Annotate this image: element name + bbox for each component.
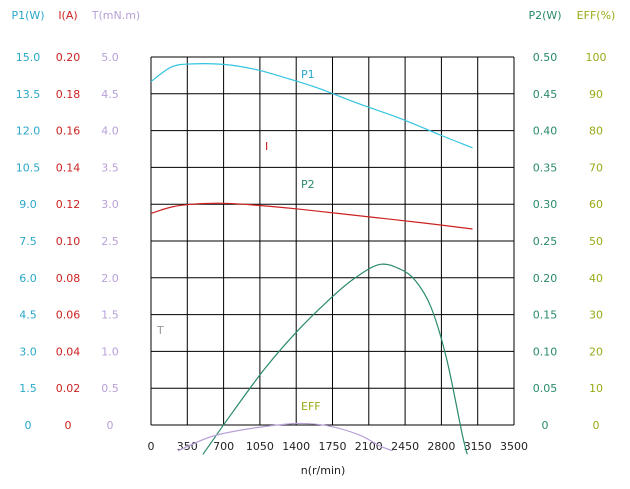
annotation-i: I	[265, 140, 268, 153]
right-axis-header: EFF(%)	[577, 9, 616, 22]
left-axis-tick: 0.02	[56, 382, 81, 395]
right-axis-tick: 0.15	[533, 309, 558, 322]
left-axis-tick: 10.5	[16, 161, 41, 174]
left-axis-tick: 15.0	[16, 51, 41, 64]
x-tick-label: 0	[148, 440, 155, 453]
right-axis-tick: 20	[589, 345, 603, 358]
series-line-i	[150, 202, 473, 230]
right-axis-tick: 0.25	[533, 235, 558, 248]
right-axis-tick: 0.35	[533, 161, 558, 174]
left-axis-tick: 5.0	[101, 51, 119, 64]
series-line-eff	[177, 422, 393, 452]
axis-tick-labels: 0 350 700 1050 1400 1750 2100 2450 2800 3150 3500P…	[11, 9, 615, 453]
series-line-p1	[150, 63, 473, 149]
right-axis-tick: 0	[593, 419, 600, 432]
left-axis-tick: 0.06	[56, 309, 81, 322]
left-axis-header: P1(W)	[11, 9, 44, 22]
left-axis-tick: 0.04	[56, 345, 81, 358]
annotation-t: T	[156, 324, 164, 337]
right-axis-tick: 60	[589, 198, 603, 211]
left-axis-tick: 3.5	[101, 161, 119, 174]
annotation-eff: EFF	[301, 400, 321, 413]
left-axis-tick: 4.5	[19, 309, 37, 322]
right-axis-tick: 10	[589, 382, 603, 395]
x-tick-label: 700	[213, 440, 234, 453]
left-axis-tick: 9.0	[19, 198, 37, 211]
right-axis-tick: 0.45	[533, 88, 558, 101]
left-axis-tick: 1.0	[101, 345, 119, 358]
left-axis-tick: 0.14	[56, 161, 81, 174]
right-axis-tick: 0.50	[533, 51, 558, 64]
left-axis-header: T(mN.m)	[91, 9, 140, 22]
right-axis-tick: 50	[589, 235, 603, 248]
x-tick-label: 2450	[391, 440, 419, 453]
left-axis-tick: 0.18	[56, 88, 81, 101]
left-axis-tick: 2.0	[101, 272, 119, 285]
annotation-p2: P2	[301, 178, 315, 191]
x-tick-label: 1050	[246, 440, 274, 453]
right-axis-header: P2(W)	[528, 9, 561, 22]
left-axis-tick: 12.0	[16, 125, 41, 138]
left-axis-tick: 0.10	[56, 235, 81, 248]
right-axis-tick: 80	[589, 125, 603, 138]
x-tick-label: 2100	[355, 440, 383, 453]
right-axis-tick: 0.10	[533, 345, 558, 358]
left-axis-tick: 13.5	[16, 88, 41, 101]
annotation-p1: P1	[301, 68, 315, 81]
left-axis-tick: 0	[65, 419, 72, 432]
right-axis-tick: 40	[589, 272, 603, 285]
left-axis-tick: 0	[25, 419, 32, 432]
left-axis-tick: 7.5	[19, 235, 37, 248]
right-axis-tick: 0.05	[533, 382, 558, 395]
right-axis-tick: 0	[542, 419, 549, 432]
right-axis-tick: 0.20	[533, 272, 558, 285]
x-tick-label: 3500	[500, 440, 528, 453]
left-axis-tick: 2.5	[101, 235, 119, 248]
x-tick-label: 3150	[464, 440, 492, 453]
x-tick-label: 1400	[282, 440, 310, 453]
left-axis-tick: 6.0	[19, 272, 37, 285]
x-axis-title: n(r/min)	[301, 464, 346, 477]
left-axis-tick: 1.5	[19, 382, 37, 395]
right-axis-tick: 0.30	[533, 198, 558, 211]
left-axis-tick: 3.0	[101, 198, 119, 211]
left-axis-tick: 0.5	[101, 382, 119, 395]
x-tick-label: 1750	[319, 440, 347, 453]
left-axis-header: I(A)	[58, 9, 77, 22]
left-axis-tick: 0.20	[56, 51, 81, 64]
right-axis-tick: 0.40	[533, 125, 558, 138]
right-axis-tick: 100	[586, 51, 607, 64]
grid	[150, 56, 515, 426]
right-axis-tick: 70	[589, 161, 603, 174]
left-axis-tick: 4.5	[101, 88, 119, 101]
series-lines	[150, 63, 473, 455]
left-axis-tick: 4.0	[101, 125, 119, 138]
right-axis-tick: 30	[589, 309, 603, 322]
left-axis-tick: 0.12	[56, 198, 81, 211]
left-axis-tick: 0.16	[56, 125, 81, 138]
left-axis-tick: 3.0	[19, 345, 37, 358]
left-axis-tick: 1.5	[101, 309, 119, 322]
right-axis-tick: 90	[589, 88, 603, 101]
left-axis-tick: 0.08	[56, 272, 81, 285]
left-axis-tick: 0	[107, 419, 114, 432]
series-line-p2	[202, 263, 468, 455]
x-tick-label: 2800	[427, 440, 455, 453]
